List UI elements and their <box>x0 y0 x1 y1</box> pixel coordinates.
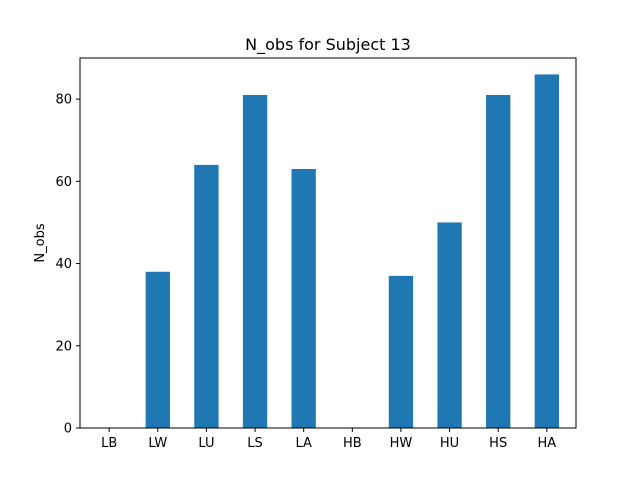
y-tick-label: 80 <box>55 93 72 108</box>
y-axis-label: N_obs <box>33 223 48 262</box>
bars-group <box>145 74 559 428</box>
x-tick-label-ha: HA <box>537 436 556 451</box>
bar-hs <box>486 95 511 428</box>
x-axis-ticks: LB LW LU LS LA HB HW HU HS HA <box>101 428 556 451</box>
bar-lw <box>145 271 170 428</box>
y-tick-label: 60 <box>55 175 72 190</box>
x-tick-label-hw: HW <box>390 436 413 451</box>
x-tick-label-ls: LS <box>247 436 263 451</box>
x-tick-label-hs: HS <box>489 436 507 451</box>
y-tick-label: 20 <box>55 339 72 354</box>
bar-hw <box>388 275 414 428</box>
x-tick-label-hu: HU <box>440 436 459 451</box>
plot-area: 0 20 40 60 80 LB LW LU LS LA HB HW HU HS HA <box>55 57 577 451</box>
x-tick-label-lb: LB <box>101 436 117 451</box>
bar-ha <box>534 74 559 428</box>
y-tick-label: 40 <box>55 257 72 272</box>
x-tick-label-hb: HB <box>343 436 362 451</box>
x-tick-label-lu: LU <box>198 436 214 451</box>
y-tick-label: 0 <box>64 422 72 437</box>
x-tick-label-lw: LW <box>148 436 167 451</box>
bar-ls <box>242 95 268 428</box>
bar-hu <box>437 222 462 428</box>
bar-lu <box>194 164 219 428</box>
bar-la <box>291 169 316 428</box>
x-tick-label-la: LA <box>295 436 312 451</box>
chart-title: N_obs for Subject 13 <box>245 35 411 55</box>
plot-frame <box>79 57 577 429</box>
y-axis-ticks: 0 20 40 60 80 <box>55 93 80 437</box>
